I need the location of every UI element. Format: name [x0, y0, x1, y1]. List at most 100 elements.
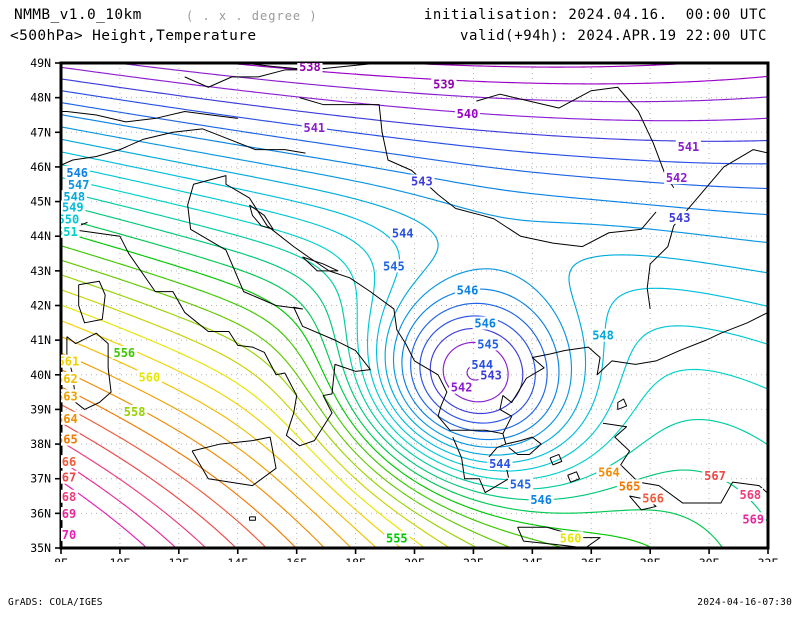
x-axis-tick-label: 26E: [581, 556, 602, 562]
contour-line-545: [410, 302, 548, 433]
contour-value-label: 556: [113, 346, 135, 360]
coastline-path: [505, 436, 542, 455]
contour-label-mask: [528, 493, 554, 507]
contour-value-label: 568: [739, 488, 761, 502]
y-axis-tick-label: 43N: [30, 264, 51, 278]
contour-value-label: 570: [55, 528, 77, 542]
contour-value-label: 555: [386, 531, 408, 545]
coastline-path: [69, 175, 371, 447]
contour-label-mask: [61, 212, 81, 226]
coastline-path: [61, 128, 306, 166]
x-axis-tick-label: 16E: [286, 556, 307, 562]
plot-background: [0, 52, 800, 562]
contour-label-mask: [454, 283, 481, 297]
contour-line-549: [61, 151, 768, 464]
coastline-path: [646, 149, 768, 310]
contour-label-mask: [590, 328, 616, 342]
contour-value-label: 568: [55, 490, 77, 504]
contour-label-mask: [675, 139, 702, 153]
coastline-path: [249, 204, 274, 230]
initialisation-time-label: initialisation: 2024.04.16. 00:00 UTC: [423, 7, 767, 23]
level-field-label: <500hPa> Height,Temperature: [10, 28, 257, 44]
contour-value-label: 544: [489, 457, 511, 471]
contour-label-mask: [740, 512, 766, 526]
coastline-path: [617, 398, 628, 410]
model-name-label: NMMB_v1.0_10km: [14, 7, 142, 23]
contour-label-mask: [702, 468, 728, 482]
contour-line-556: [61, 245, 565, 548]
grid-lines: [61, 63, 768, 548]
contour-value-label: 541: [303, 121, 325, 135]
contour-label-mask: [558, 531, 584, 545]
contour-label-mask: [297, 63, 323, 74]
contour-line-550: [61, 164, 768, 472]
contour-line-554: [61, 217, 724, 548]
contour-label-mask: [61, 389, 80, 403]
contour-value-label: 546: [474, 317, 496, 331]
contour-label-mask: [390, 226, 416, 240]
y-axis-tick-label: 35N: [30, 541, 51, 555]
contour-value-label: 564: [56, 412, 78, 426]
contour-value-label: 542: [451, 381, 473, 395]
contour-label-mask: [61, 411, 80, 425]
coastline-path: [184, 69, 312, 88]
coastline-path: [302, 256, 339, 272]
contour-label-mask: [61, 190, 87, 204]
coastline-path: [567, 471, 580, 483]
contour-label-mask: [472, 316, 498, 330]
contour-label-mask: [664, 171, 690, 185]
contour-label-mask: [61, 455, 79, 469]
contour-line-546: [401, 288, 560, 441]
contour-label-mask: [507, 477, 534, 491]
contour-line-563: [61, 352, 352, 548]
contour-line-557: [61, 259, 513, 548]
contour-value-label: 543: [669, 211, 691, 225]
contour-line-562: [61, 335, 378, 548]
contour-line-567: [61, 422, 237, 548]
contour-label-mask: [475, 337, 501, 351]
contour-plot-svg: 8E 10E 12E 14E 16E 18E 20E 22E 24E 26E 28E 30E 32E 3…: [0, 52, 800, 562]
x-axis-tick-label: 18E: [345, 556, 366, 562]
coastline-path: [299, 97, 657, 248]
contour-value-label: 540: [457, 107, 479, 121]
generated-timestamp-label: 2024-04-16-07:30: [697, 597, 792, 608]
contour-value-label: 560: [560, 531, 582, 545]
contour-value-label: 551: [56, 225, 78, 239]
x-axis-tick-label: 32E: [758, 556, 779, 562]
contour-value-label: 550: [58, 213, 80, 227]
contour-line-558: [61, 274, 478, 548]
contour-label-mask: [384, 531, 410, 545]
x-axis-tick-label: 22E: [463, 556, 484, 562]
coastline-path: [549, 453, 563, 466]
contour-label-mask: [61, 489, 79, 503]
coastline-path: [61, 111, 238, 123]
contour-value-label: 558: [124, 405, 146, 419]
contour-value-label: 543: [411, 175, 433, 189]
contour-label-mask: [66, 177, 92, 191]
contour-value-label: 567: [704, 469, 726, 483]
contour-label-mask: [61, 507, 79, 521]
contour-value-label: 566: [642, 492, 664, 506]
contour-label-mask: [381, 259, 407, 273]
contour-line-551: [61, 177, 768, 481]
contour-line-545: [61, 101, 768, 190]
x-axis-tick-label: 20E: [404, 556, 425, 562]
coastline-path: [476, 86, 675, 188]
contour-label-mask: [111, 346, 137, 359]
contour-label-mask: [136, 370, 162, 384]
contour-lines: [61, 63, 768, 548]
coastline-path: [191, 436, 277, 487]
contour-line-566: [61, 404, 267, 548]
contour-value-label: 560: [139, 370, 161, 384]
contour-line-569: [61, 460, 177, 548]
contour-label-mask: [61, 470, 79, 484]
contour-label-mask: [616, 479, 643, 493]
contour-value-label: 542: [666, 171, 688, 185]
contour-labels: 5385395405415415425435435445455465465455…: [55, 63, 766, 545]
coastline-path: [517, 526, 601, 548]
contour-value-label: 565: [56, 433, 78, 447]
contour-label-mask: [61, 432, 80, 446]
units-label: ( . x . degree ): [186, 9, 318, 23]
coastline-path: [66, 332, 112, 410]
